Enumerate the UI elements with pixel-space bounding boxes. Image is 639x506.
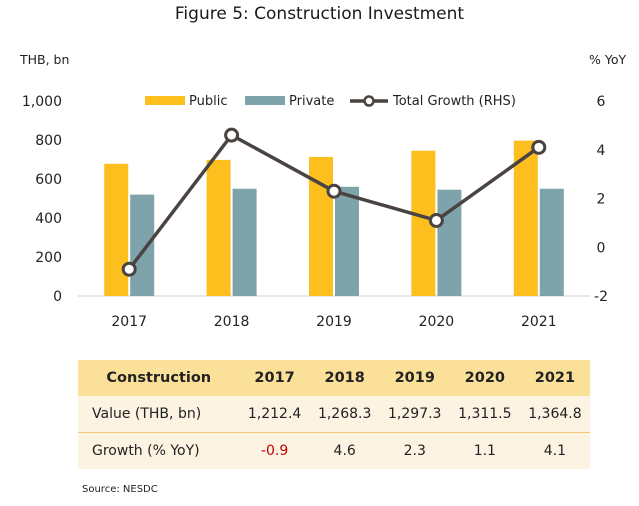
growth-point xyxy=(224,127,240,143)
chart-legend: Public Private Total Growth (RHS) xyxy=(145,94,516,109)
bar-series xyxy=(104,140,564,296)
y-tick-label-left: 400 xyxy=(35,211,62,227)
left-axis-ticks: 0 200 400 600 800 1,000 xyxy=(22,94,62,305)
bar-public xyxy=(104,163,129,296)
y-tick-label-right: 2 xyxy=(597,192,606,208)
table-row: Growth (% YoY) -0.9 4.6 2.3 1.1 4.1 xyxy=(78,432,590,469)
growth-point xyxy=(531,139,547,155)
growth-line-series xyxy=(121,127,547,277)
growth-point xyxy=(428,212,444,228)
table-header-cell: 2019 xyxy=(379,360,450,396)
x-tick-label: 2020 xyxy=(419,314,455,330)
y-tick-label-left: 200 xyxy=(35,250,62,266)
table-cell: 4.6 xyxy=(309,432,380,469)
y-tick-label-right: 6 xyxy=(597,94,606,110)
legend-label-growth: Total Growth (RHS) xyxy=(392,94,516,109)
table-cell: -0.9 xyxy=(239,432,310,469)
legend-swatch-growth-marker xyxy=(363,95,375,107)
bar-public xyxy=(513,140,538,296)
bar-private xyxy=(539,188,564,296)
legend-label-public: Public xyxy=(189,94,227,109)
table-cell: 1.1 xyxy=(449,432,520,469)
table-header-cell: 2020 xyxy=(449,360,520,396)
construction-data-table: Construction 2017 2018 2019 2020 2021 Va… xyxy=(78,360,590,469)
x-tick-label: 2021 xyxy=(521,314,557,330)
table-header-cell: 2021 xyxy=(519,360,590,396)
growth-point xyxy=(121,261,137,277)
y-tick-label-right: 4 xyxy=(597,143,606,159)
row-label: Value (THB, bn) xyxy=(78,396,240,433)
table-cell: 2.3 xyxy=(379,432,450,469)
table-header-cell: Construction xyxy=(78,360,240,396)
y-tick-label-left: 800 xyxy=(35,133,62,149)
chart-title: Figure 5: Construction Investment xyxy=(174,4,465,24)
right-axis-label: % YoY xyxy=(589,52,626,67)
y-tick-label-left: 1,000 xyxy=(22,94,62,110)
table-header-row: Construction 2017 2018 2019 2020 2021 xyxy=(78,360,590,396)
right-axis-ticks: -2 0 2 4 6 xyxy=(594,94,608,305)
legend-swatch-public xyxy=(145,96,185,105)
x-tick-label: 2019 xyxy=(316,314,352,330)
row-label: Growth (% YoY) xyxy=(78,432,240,469)
y-tick-label-right: -2 xyxy=(594,289,608,305)
x-tick-label: 2018 xyxy=(214,314,250,330)
left-axis-label: THB, bn xyxy=(19,52,69,67)
legend-swatch-private xyxy=(245,96,285,105)
table-cell: 1,268.3 xyxy=(309,396,380,433)
x-tick-label: 2017 xyxy=(111,314,147,330)
table-cell: 1,311.5 xyxy=(449,396,520,433)
growth-line xyxy=(127,133,540,271)
y-tick-label-left: 0 xyxy=(53,289,62,305)
y-tick-label-right: 0 xyxy=(597,240,606,256)
x-axis-ticks: 2017 2018 2019 2020 2021 xyxy=(111,314,556,330)
table-cell: 1,297.3 xyxy=(379,396,450,433)
bar-public xyxy=(206,159,231,296)
legend-label-private: Private xyxy=(289,94,334,109)
growth-point xyxy=(326,183,342,199)
bar-private xyxy=(335,186,359,296)
table-header-cell: 2017 xyxy=(239,360,310,396)
table-header-cell: 2018 xyxy=(309,360,380,396)
table-cell: 4.1 xyxy=(519,432,590,469)
table-row: Value (THB, bn) 1,212.4 1,268.3 1,297.3 … xyxy=(78,396,590,433)
y-tick-label-left: 600 xyxy=(35,172,62,188)
table-cell: 1,212.4 xyxy=(239,396,310,433)
bar-private xyxy=(232,188,257,296)
source-note: Source: NESDC xyxy=(82,484,158,495)
table-cell: 1,364.8 xyxy=(519,396,590,433)
bar-private xyxy=(130,194,155,296)
